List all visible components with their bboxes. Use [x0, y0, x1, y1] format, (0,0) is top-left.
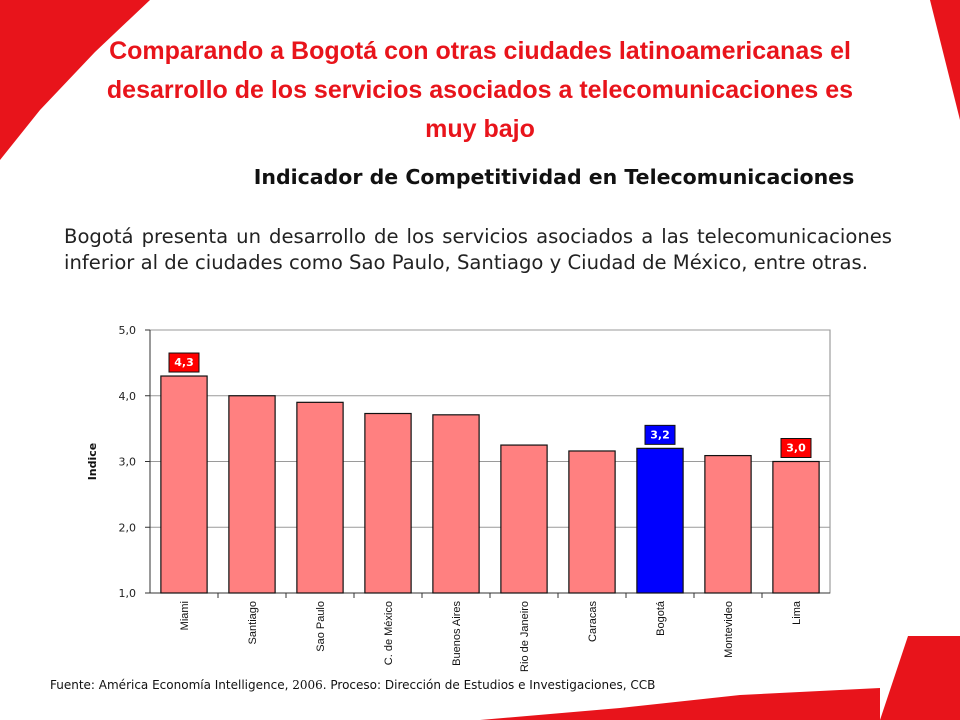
chart-heading: Indicador de Competitividad en Telecomun… — [253, 165, 855, 189]
bar — [228, 395, 276, 594]
x-tick-label: Santiago — [247, 601, 259, 644]
y-tick-label: 2,0 — [119, 521, 137, 534]
data-label-box — [780, 438, 812, 458]
bar — [772, 460, 820, 594]
x-tick-label: Sao Paulo — [315, 601, 327, 652]
data-label-box — [644, 424, 676, 445]
slide-title: Comparando a Bogotá con otras ciudades l… — [106, 37, 854, 143]
y-tick-label: 4,0 — [119, 390, 137, 403]
bottom-red-curve — [480, 688, 880, 720]
bar — [160, 375, 208, 594]
x-tick-label: Bogotá — [655, 600, 667, 636]
data-label: 3,2 — [650, 428, 670, 441]
bar — [432, 414, 480, 594]
x-tick-label: C. de México — [383, 601, 395, 665]
bottom-right-red-block — [880, 636, 960, 720]
x-tick-label: Buenos Aires — [451, 601, 463, 666]
bar — [568, 450, 616, 594]
y-tick-label: 1,0 — [119, 587, 137, 600]
bar — [364, 412, 412, 594]
y-tick-label: 5,0 — [119, 324, 137, 337]
x-tick-label: Montevideo — [723, 601, 735, 658]
description-paragraph: Bogotá presenta un desarrollo de los ser… — [64, 225, 892, 274]
x-tick-label: Lima — [791, 600, 803, 625]
bar — [636, 447, 684, 594]
bar-chart: 1,0 2,0 3,0 4,0 5,0 Indice Miami Santiago Sao Pa… — [86, 324, 831, 672]
x-tick-label: Miami — [179, 601, 191, 630]
bar — [500, 444, 548, 594]
source-year: 2006 — [292, 678, 323, 692]
x-tick-label: Rio de Janeiro — [519, 601, 531, 672]
data-label-box — [168, 352, 200, 373]
x-tick-label: Caracas — [587, 601, 599, 642]
bar — [296, 401, 344, 594]
source-prefix: Fuente: América Economía Intelligence, — [50, 678, 293, 692]
bar — [704, 454, 752, 594]
y-axis-title: Indice — [86, 443, 99, 481]
data-label: 3,0 — [786, 442, 806, 455]
y-tick-label: 3,0 — [119, 456, 137, 469]
source-note: Fuente: América Economía Intelligence, 2… — [50, 678, 655, 692]
top-left-red-swoosh — [0, 0, 150, 160]
data-label: 4,3 — [174, 356, 194, 369]
source-suffix: . Proceso: Dirección de Estudios e Inves… — [322, 678, 656, 692]
top-right-red-corner — [930, 0, 960, 120]
